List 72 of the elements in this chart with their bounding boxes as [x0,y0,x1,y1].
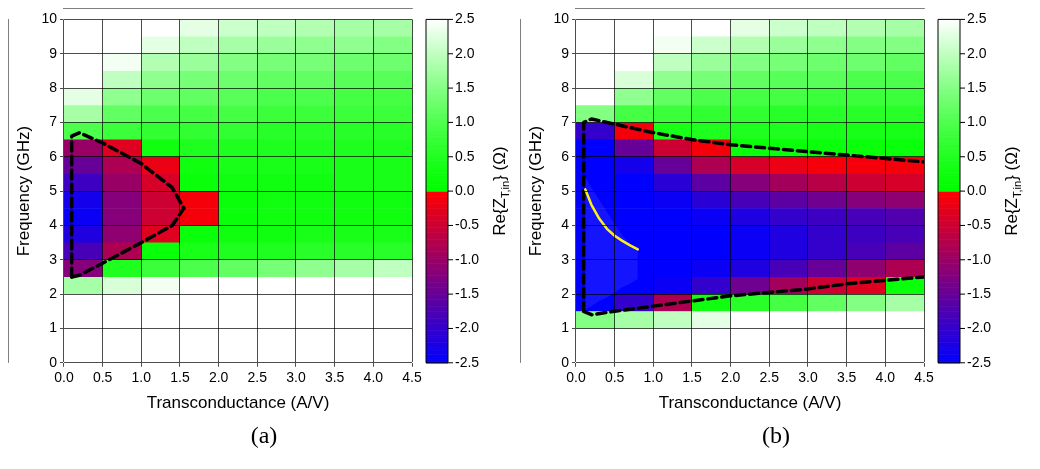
y-tick-label: 3 [49,250,58,267]
color-bar-label: 2.5 [967,10,987,27]
color-bar-label: 0.5 [455,147,475,164]
y-tick-label: 9 [49,44,58,61]
x-tick-label: 2.0 [720,369,741,386]
x-axis-title: Transconductance (A/V) [658,393,842,413]
color-bar-label: 0.5 [967,147,987,164]
color-bar-label: -2.0 [455,319,480,336]
y-tick-label: 10 [553,10,570,27]
y-tick-label: 4 [49,216,58,233]
y-tick-label: 1 [49,319,58,336]
y-tick-label: 7 [49,113,58,130]
color-bar-label: -0.5 [455,216,480,233]
color-bar-label: -0.5 [967,216,992,233]
y-tick-label: 9 [561,44,570,61]
color-bar-label: -1.0 [967,250,992,267]
x-tick-label: 1.5 [682,369,702,386]
y-tick-label: 5 [561,181,570,198]
text: (a) [249,422,279,449]
y-axis-title: Frequency (GHz) [525,125,545,257]
color-bar-label: 2.0 [455,44,475,61]
y-tick-label: 4 [561,216,570,233]
color-bar-label: 0.0 [455,181,475,198]
color-bar-label: 1.5 [967,78,987,95]
x-tick-label: 0.5 [92,369,113,386]
x-tick-label: 0.0 [54,369,74,386]
color-bar-label: 0.0 [967,181,987,198]
y-tick-label: 6 [49,147,58,164]
x-tick-label: 3.0 [798,369,818,386]
color-bar-title: Re{ZT,in} (Ω) [489,146,511,236]
y-tick-label: 5 [49,181,58,198]
y-tick-label: 3 [561,250,570,267]
color-bar-label: -2.0 [967,319,992,336]
color-bar-label: -1.5 [455,284,480,301]
x-tick-label: 4.0 [363,369,384,386]
y-tick-label: 10 [41,10,58,27]
x-tick-label: 2.5 [759,369,780,386]
x-tick-label: 3.5 [324,369,345,386]
color-bar-label: -2.5 [455,353,480,370]
color-bar-label: -2.5 [967,353,992,370]
x-tick-label: 3.0 [286,369,306,386]
x-tick-label: 4.5 [914,369,934,386]
x-tick-label: 1.0 [131,369,152,386]
y-tick-label: 2 [49,284,58,301]
x-tick-label: 3.5 [836,369,857,386]
y-tick-label: 8 [561,78,570,95]
y-tick-label: 7 [561,113,570,130]
x-tick-label: 4.0 [875,369,896,386]
y-tick-label: 6 [561,147,570,164]
x-tick-label: 0.5 [604,369,625,386]
x-tick-label: 2.0 [208,369,229,386]
color-bar-title: Re{ZT,in} (Ω) [1001,146,1023,236]
color-bar-label: 2.5 [455,10,475,27]
color-bar-label: 2.0 [967,44,987,61]
y-tick-label: 8 [49,78,58,95]
y-tick-label: 2 [561,284,570,301]
y-tick-label: 0 [49,353,58,370]
x-tick-label: 0.0 [566,369,586,386]
text: (b) [761,422,791,449]
color-bar-label: 1.5 [455,78,475,95]
y-tick-label: 1 [561,319,570,336]
x-tick-label: 2.5 [247,369,268,386]
color-bar-label: 1.0 [967,113,987,130]
y-tick-label: 0 [561,353,570,370]
x-tick-label: 4.5 [402,369,422,386]
color-bar-label: -1.5 [967,284,992,301]
y-axis-title: Frequency (GHz) [13,125,33,257]
color-bar-label: -1.0 [455,250,480,267]
color-bar-label: 1.0 [455,113,475,130]
x-tick-label: 1.0 [643,369,664,386]
x-tick-label: 1.5 [170,369,190,386]
x-axis-title: Transconductance (A/V) [146,393,330,413]
